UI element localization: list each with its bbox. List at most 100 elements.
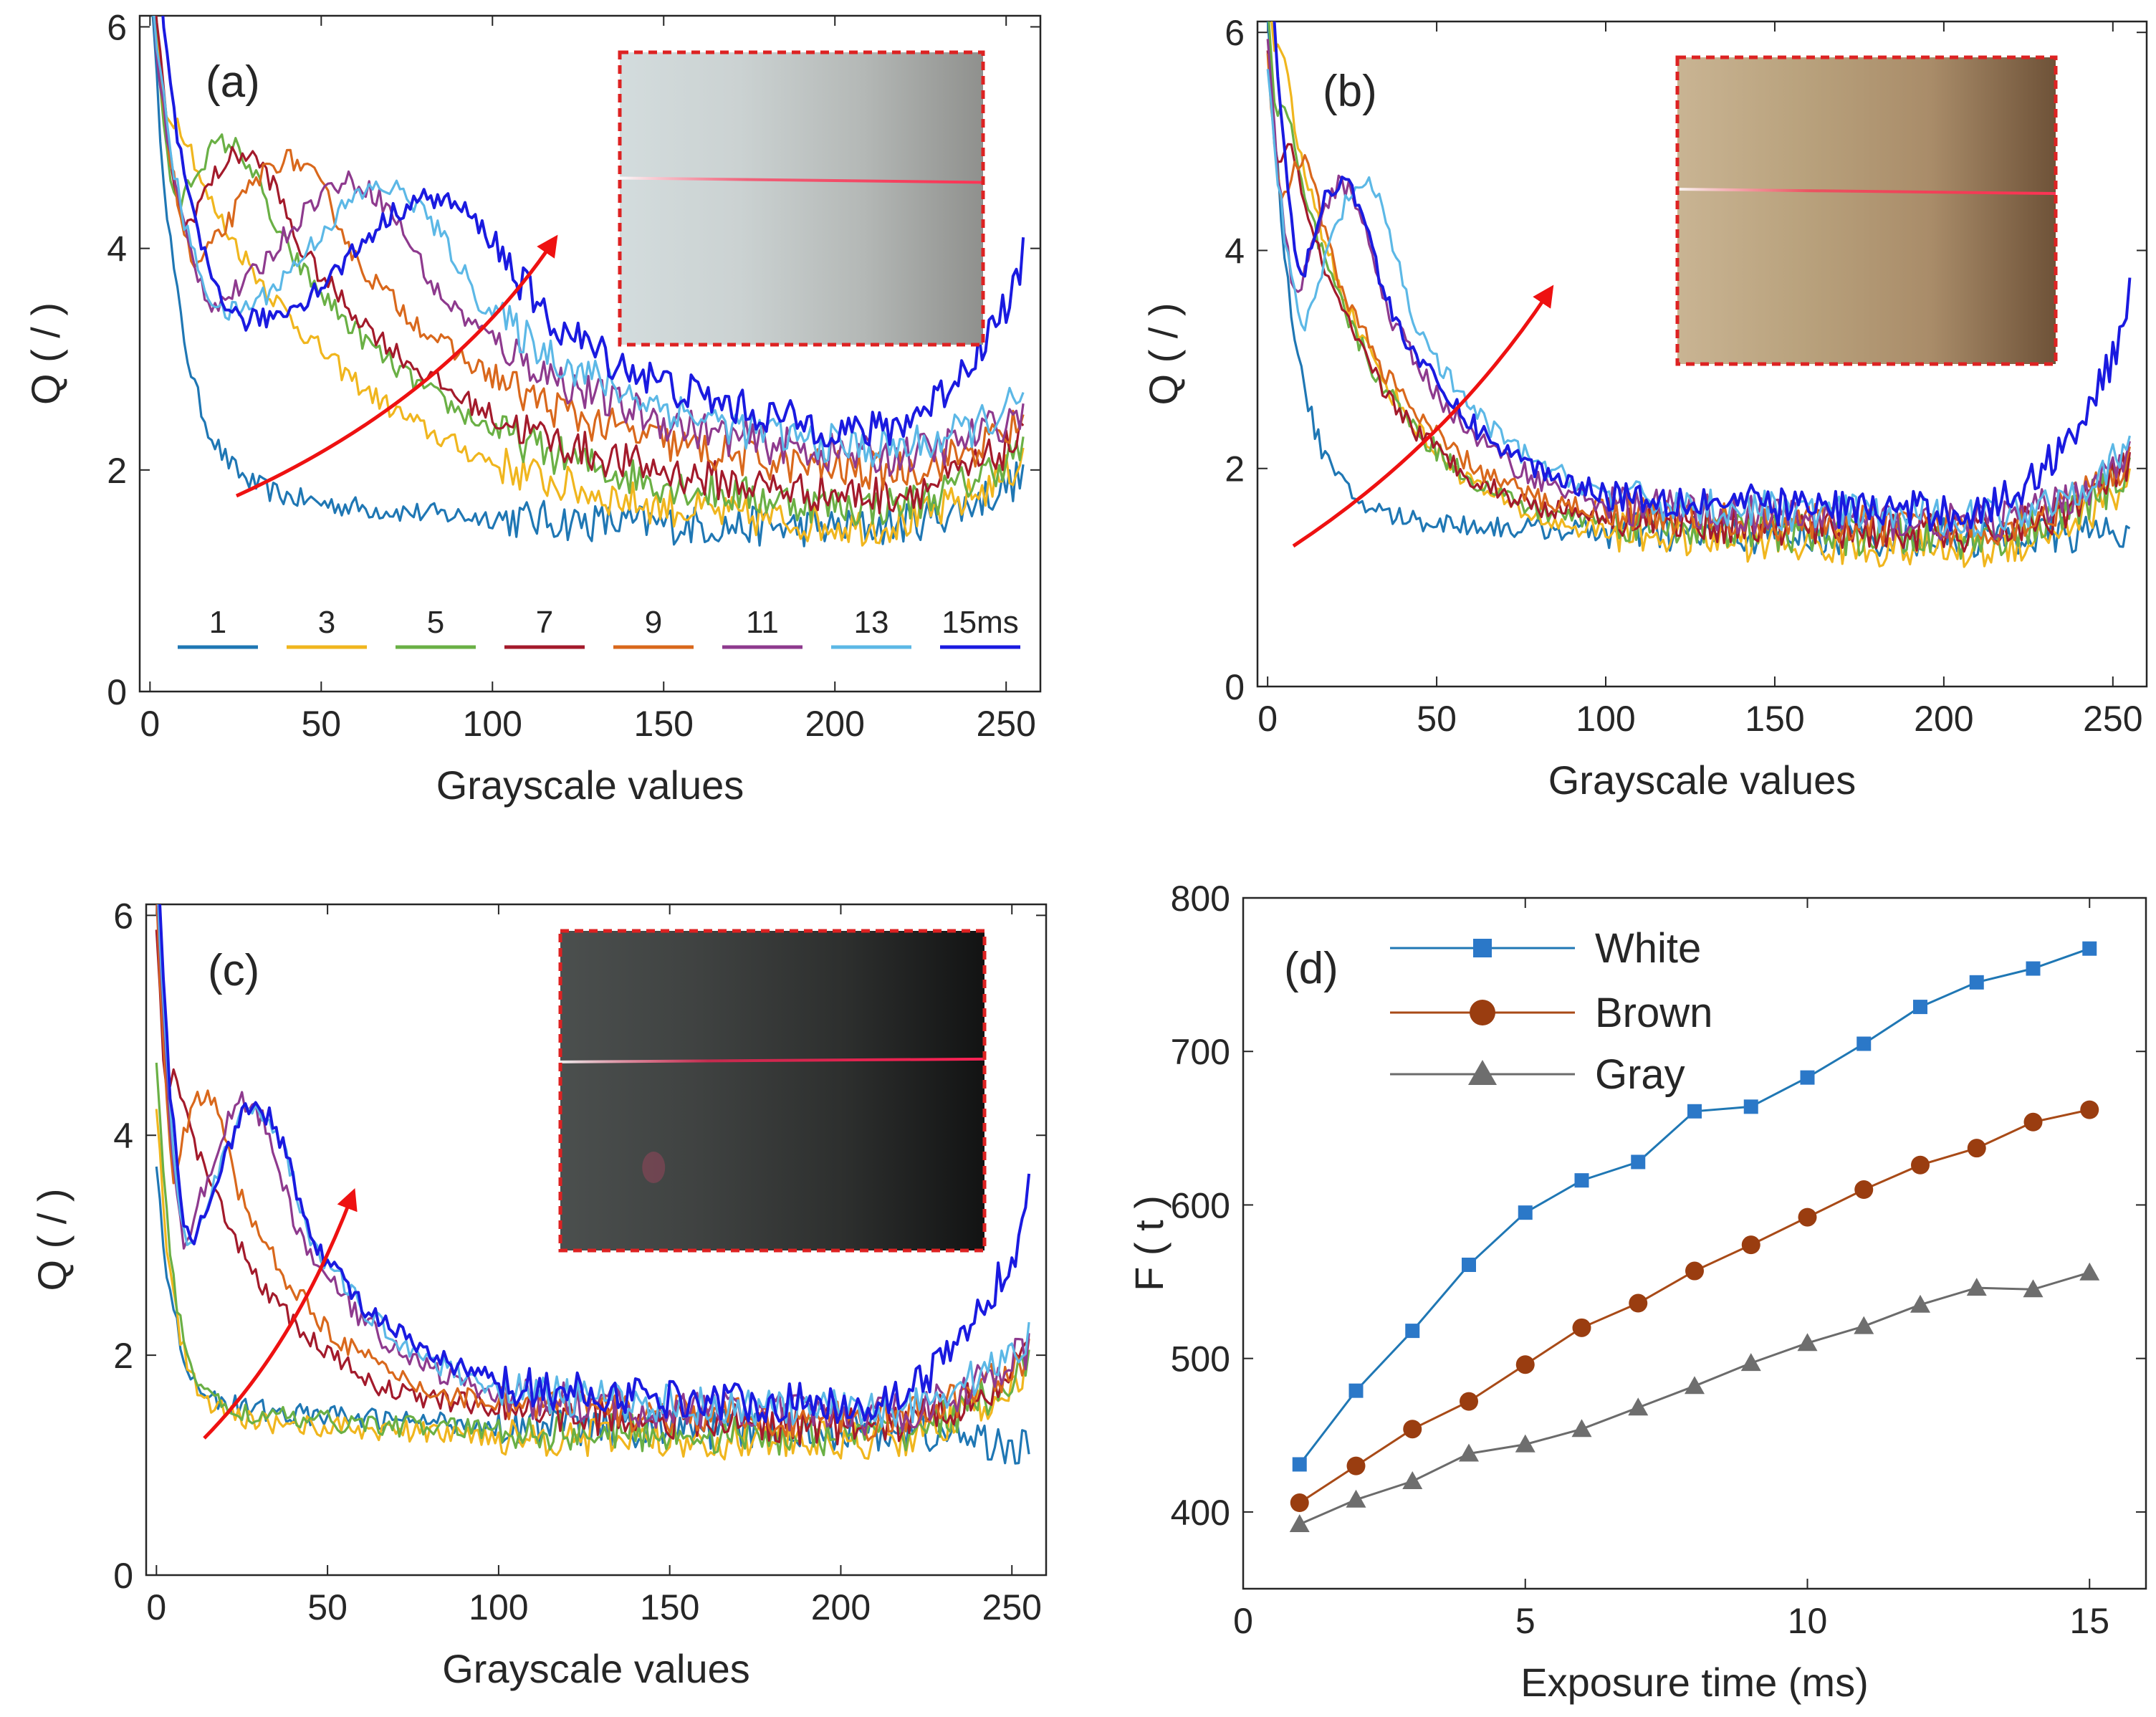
legend-label: 11 (746, 605, 779, 640)
plot-lines (1266, 21, 2132, 568)
data-point (1913, 1000, 1927, 1015)
data-point (1910, 1294, 1930, 1313)
data-point (2023, 1279, 2044, 1298)
reflection-spot (642, 1152, 666, 1184)
data-point (2026, 961, 2041, 976)
x-tick-label: 50 (301, 704, 341, 744)
data-point (2082, 941, 2097, 956)
y-tick-label: 4 (107, 229, 127, 269)
axes-box (145, 903, 1048, 1577)
data-point (1574, 1173, 1589, 1188)
data-point (1515, 1355, 1535, 1374)
y-axis-title: Q ( / ) (23, 302, 68, 405)
data-point (1800, 1070, 1815, 1085)
data-point (1629, 1293, 1648, 1313)
exposure-legend: 1 3 5 7 9 11 13 15ms (178, 605, 1020, 649)
data-point (1346, 1456, 1366, 1476)
panel-label-b: (b) (1323, 67, 1377, 116)
legend-label: 13 (854, 605, 889, 640)
legend-label: White (1595, 925, 1701, 972)
legend-marker (1473, 939, 1492, 957)
x-tick-label: 200 (805, 704, 865, 744)
series-line-7 (1266, 50, 2131, 553)
x-tick-label: 0 (1233, 1601, 1253, 1641)
data-point (1402, 1471, 1423, 1490)
data-point (1854, 1180, 1874, 1200)
series-line-13 (153, 16, 1025, 468)
x-tick-label: 0 (1257, 699, 1278, 739)
legend-label: 3 (318, 605, 335, 640)
panel-label-a: (a) (206, 57, 260, 107)
legend-label: 7 (536, 605, 553, 640)
x-tick-label: 15 (2069, 1601, 2109, 1641)
axes-box (138, 14, 1042, 693)
y-tick-label: 6 (107, 7, 127, 47)
panel-a: 0 50 100 150 200 250 0 2 4 6 Grayscale values Q ( /… (23, 7, 1042, 808)
y-tick-label: 0 (1225, 667, 1245, 707)
y-tick-label: 2 (107, 451, 127, 491)
data-point (1628, 1397, 1649, 1416)
series-line-15ms (1273, 21, 2132, 532)
data-point (1571, 1419, 1592, 1438)
data-point (1292, 1457, 1307, 1472)
y-axis-title: F ( t ) (1126, 1195, 1172, 1291)
panel-d: 0 5 10 15 400 500 600 700 800 Exposure time (ms) F… (1126, 879, 2147, 1705)
inset-photo-b (1677, 57, 2056, 364)
x-tick-label: 50 (307, 1587, 348, 1627)
panel-label-c: (c) (208, 946, 259, 995)
series-line-15ms (158, 904, 1031, 1424)
data-point (1346, 1489, 1366, 1508)
data-point (1740, 1353, 1761, 1372)
y-tick-label: 4 (1225, 231, 1245, 271)
y-tick-label: 2 (1225, 449, 1245, 489)
y-tick-label: 4 (113, 1116, 133, 1156)
y-axis-title: Q ( / ) (29, 1188, 75, 1291)
y-tick-label: 0 (113, 1556, 133, 1596)
x-tick-label: 0 (140, 704, 160, 744)
data-point (1631, 1154, 1646, 1170)
x-tick-label: 10 (1788, 1601, 1828, 1641)
x-tick-label: 200 (1914, 699, 1973, 739)
series-brown (1290, 1100, 2099, 1513)
x-axis-title: Grayscale values (1548, 757, 1856, 803)
legend-label: 1 (209, 605, 226, 640)
data-point (2023, 1112, 2043, 1132)
axes-box (1256, 20, 2148, 688)
inset-border (1675, 55, 2058, 366)
data-point (1685, 1261, 1704, 1281)
x-tick-label: 250 (982, 1587, 1042, 1627)
x-tick-label: 0 (146, 1587, 166, 1627)
panel-b: 0 50 100 150 200 250 0 2 4 6 Grayscale values Q ( /… (1141, 13, 2148, 803)
x-axis-title: Exposure time (ms) (1520, 1660, 1868, 1705)
data-point (1405, 1324, 1420, 1339)
x-tick-label: 100 (469, 1587, 528, 1627)
inset-photo-a (620, 52, 983, 345)
y-tick-label: 700 (1171, 1032, 1230, 1072)
laser-line (619, 176, 984, 184)
x-tick-label: 150 (1745, 699, 1804, 739)
x-tick-label: 100 (463, 704, 522, 744)
data-point (1969, 975, 1984, 990)
data-point (1459, 1443, 1479, 1462)
data-point (1460, 1392, 1478, 1411)
data-point (1289, 1514, 1310, 1533)
x-tick-label: 250 (2083, 699, 2142, 739)
inset-photo-c (560, 931, 984, 1250)
x-tick-label: 100 (1576, 699, 1635, 739)
data-point (1967, 1139, 1986, 1158)
data-point (1515, 1434, 1535, 1453)
y-tick-label: 6 (1225, 13, 1245, 53)
series-line-3 (154, 16, 1025, 547)
legend-label: 15ms (942, 605, 1019, 640)
plot-lines (155, 904, 1031, 1465)
inset-border (618, 50, 985, 347)
series-line (1298, 1109, 2090, 1504)
axes-box (1242, 896, 2147, 1590)
legend-label: 9 (645, 605, 662, 640)
laser-line (560, 1057, 985, 1063)
series-line-11 (1266, 39, 2131, 541)
x-tick-label: 250 (976, 704, 1035, 744)
series-line-1 (1266, 21, 2131, 558)
data-point (1741, 1235, 1760, 1255)
legend-label: 5 (427, 605, 444, 640)
